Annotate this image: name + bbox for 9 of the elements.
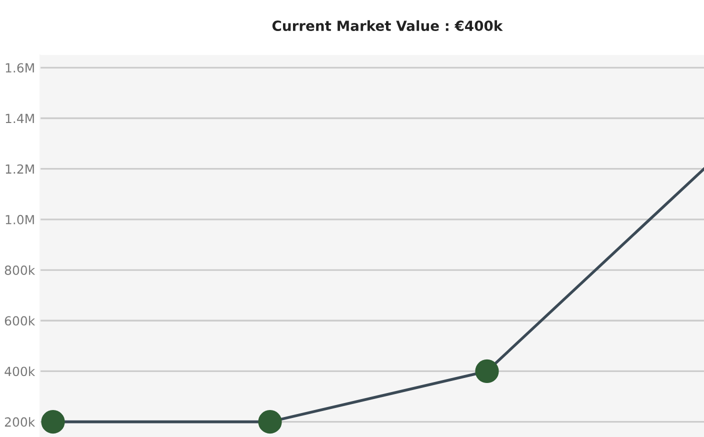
chart-title: Current Market Value : €400k	[272, 20, 503, 32]
y-tick-label: 1.0M	[6, 214, 34, 224]
y-tick-label: 800k	[4, 265, 36, 275]
y-tick-label: 1.2M	[6, 164, 34, 174]
y-tick-label: 1.4M	[6, 114, 34, 123]
y-tick-label: 1.6M	[6, 63, 34, 73]
y-tick-label: 600k	[4, 316, 36, 326]
y-tick-label: 400k	[4, 366, 36, 376]
y-tick-label: 200k	[4, 417, 36, 427]
